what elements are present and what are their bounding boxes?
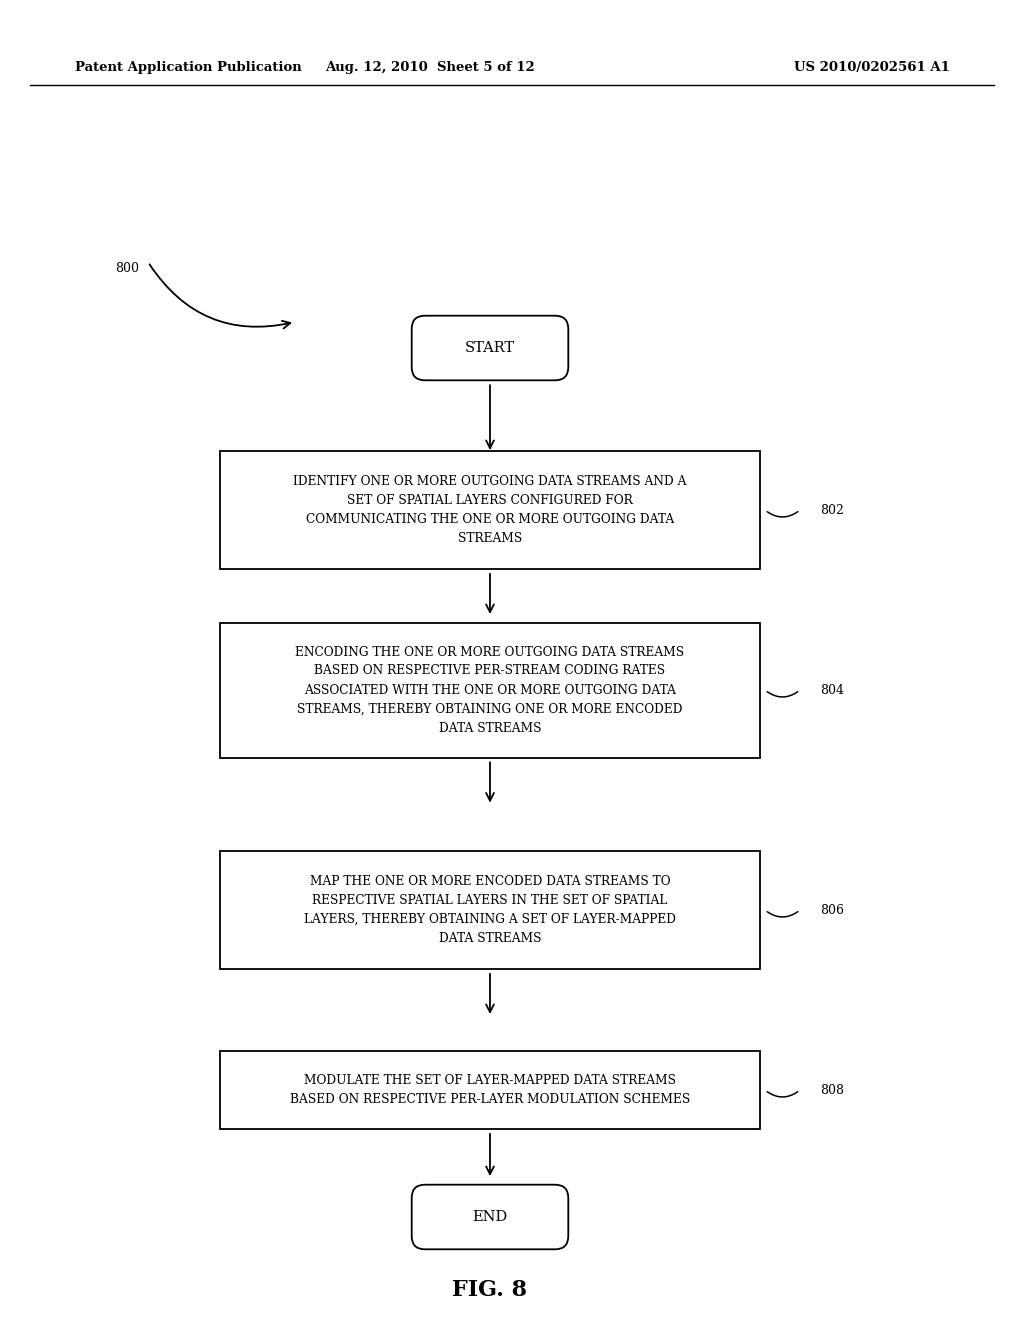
Text: END: END [472, 1210, 508, 1224]
FancyBboxPatch shape [412, 1185, 568, 1249]
Text: 800: 800 [115, 261, 139, 275]
Bar [220, 623, 760, 758]
Text: START: START [465, 341, 515, 355]
Text: 802: 802 [820, 503, 844, 516]
Text: Aug. 12, 2010  Sheet 5 of 12: Aug. 12, 2010 Sheet 5 of 12 [326, 62, 535, 74]
FancyBboxPatch shape [412, 315, 568, 380]
Bar [220, 451, 760, 569]
Text: FIG. 8: FIG. 8 [453, 1279, 527, 1302]
Bar [220, 1051, 760, 1129]
Text: 806: 806 [820, 903, 844, 916]
Text: 804: 804 [820, 684, 844, 697]
Text: IDENTIFY ONE OR MORE OUTGOING DATA STREAMS AND A
SET OF SPATIAL LAYERS CONFIGURE: IDENTIFY ONE OR MORE OUTGOING DATA STREA… [293, 475, 687, 545]
Bar [220, 851, 760, 969]
Text: US 2010/0202561 A1: US 2010/0202561 A1 [795, 62, 950, 74]
Text: Patent Application Publication: Patent Application Publication [75, 62, 302, 74]
Text: ENCODING THE ONE OR MORE OUTGOING DATA STREAMS
BASED ON RESPECTIVE PER-STREAM CO: ENCODING THE ONE OR MORE OUTGOING DATA S… [296, 645, 685, 734]
Text: 808: 808 [820, 1084, 844, 1097]
Text: MAP THE ONE OR MORE ENCODED DATA STREAMS TO
RESPECTIVE SPATIAL LAYERS IN THE SET: MAP THE ONE OR MORE ENCODED DATA STREAMS… [304, 875, 676, 945]
Text: MODULATE THE SET OF LAYER-MAPPED DATA STREAMS
BASED ON RESPECTIVE PER-LAYER MODU: MODULATE THE SET OF LAYER-MAPPED DATA ST… [290, 1074, 690, 1106]
